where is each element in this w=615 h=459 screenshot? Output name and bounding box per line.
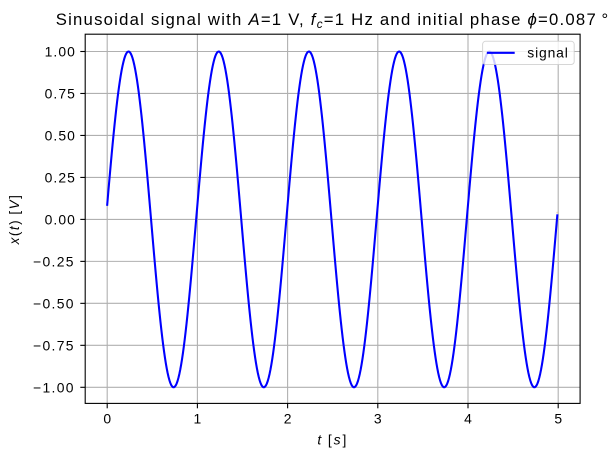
svg-text:x(t) [V]: x(t) [V] xyxy=(7,194,22,246)
svg-text:−1.00: −1.00 xyxy=(33,379,75,395)
svg-text:5: 5 xyxy=(554,410,562,426)
svg-text:2: 2 xyxy=(284,410,292,426)
svg-text:0.25: 0.25 xyxy=(45,169,76,185)
svg-text:Sinusoidal signal with A=1 V,: Sinusoidal signal with A=1 V, fc=1 Hz an… xyxy=(56,10,610,31)
svg-text:1.00: 1.00 xyxy=(45,44,76,60)
svg-text:1: 1 xyxy=(194,410,202,426)
svg-text:t [s]: t [s] xyxy=(317,432,348,448)
svg-text:3: 3 xyxy=(374,410,382,426)
svg-text:−0.50: −0.50 xyxy=(33,295,75,311)
svg-text:4: 4 xyxy=(464,410,472,426)
svg-text:0.00: 0.00 xyxy=(45,211,76,227)
svg-text:−0.75: −0.75 xyxy=(33,337,75,353)
svg-text:0.75: 0.75 xyxy=(45,85,76,101)
svg-text:0.50: 0.50 xyxy=(45,127,76,143)
svg-text:0: 0 xyxy=(103,410,111,426)
svg-text:−0.25: −0.25 xyxy=(33,253,75,269)
svg-text:signal: signal xyxy=(527,45,568,61)
